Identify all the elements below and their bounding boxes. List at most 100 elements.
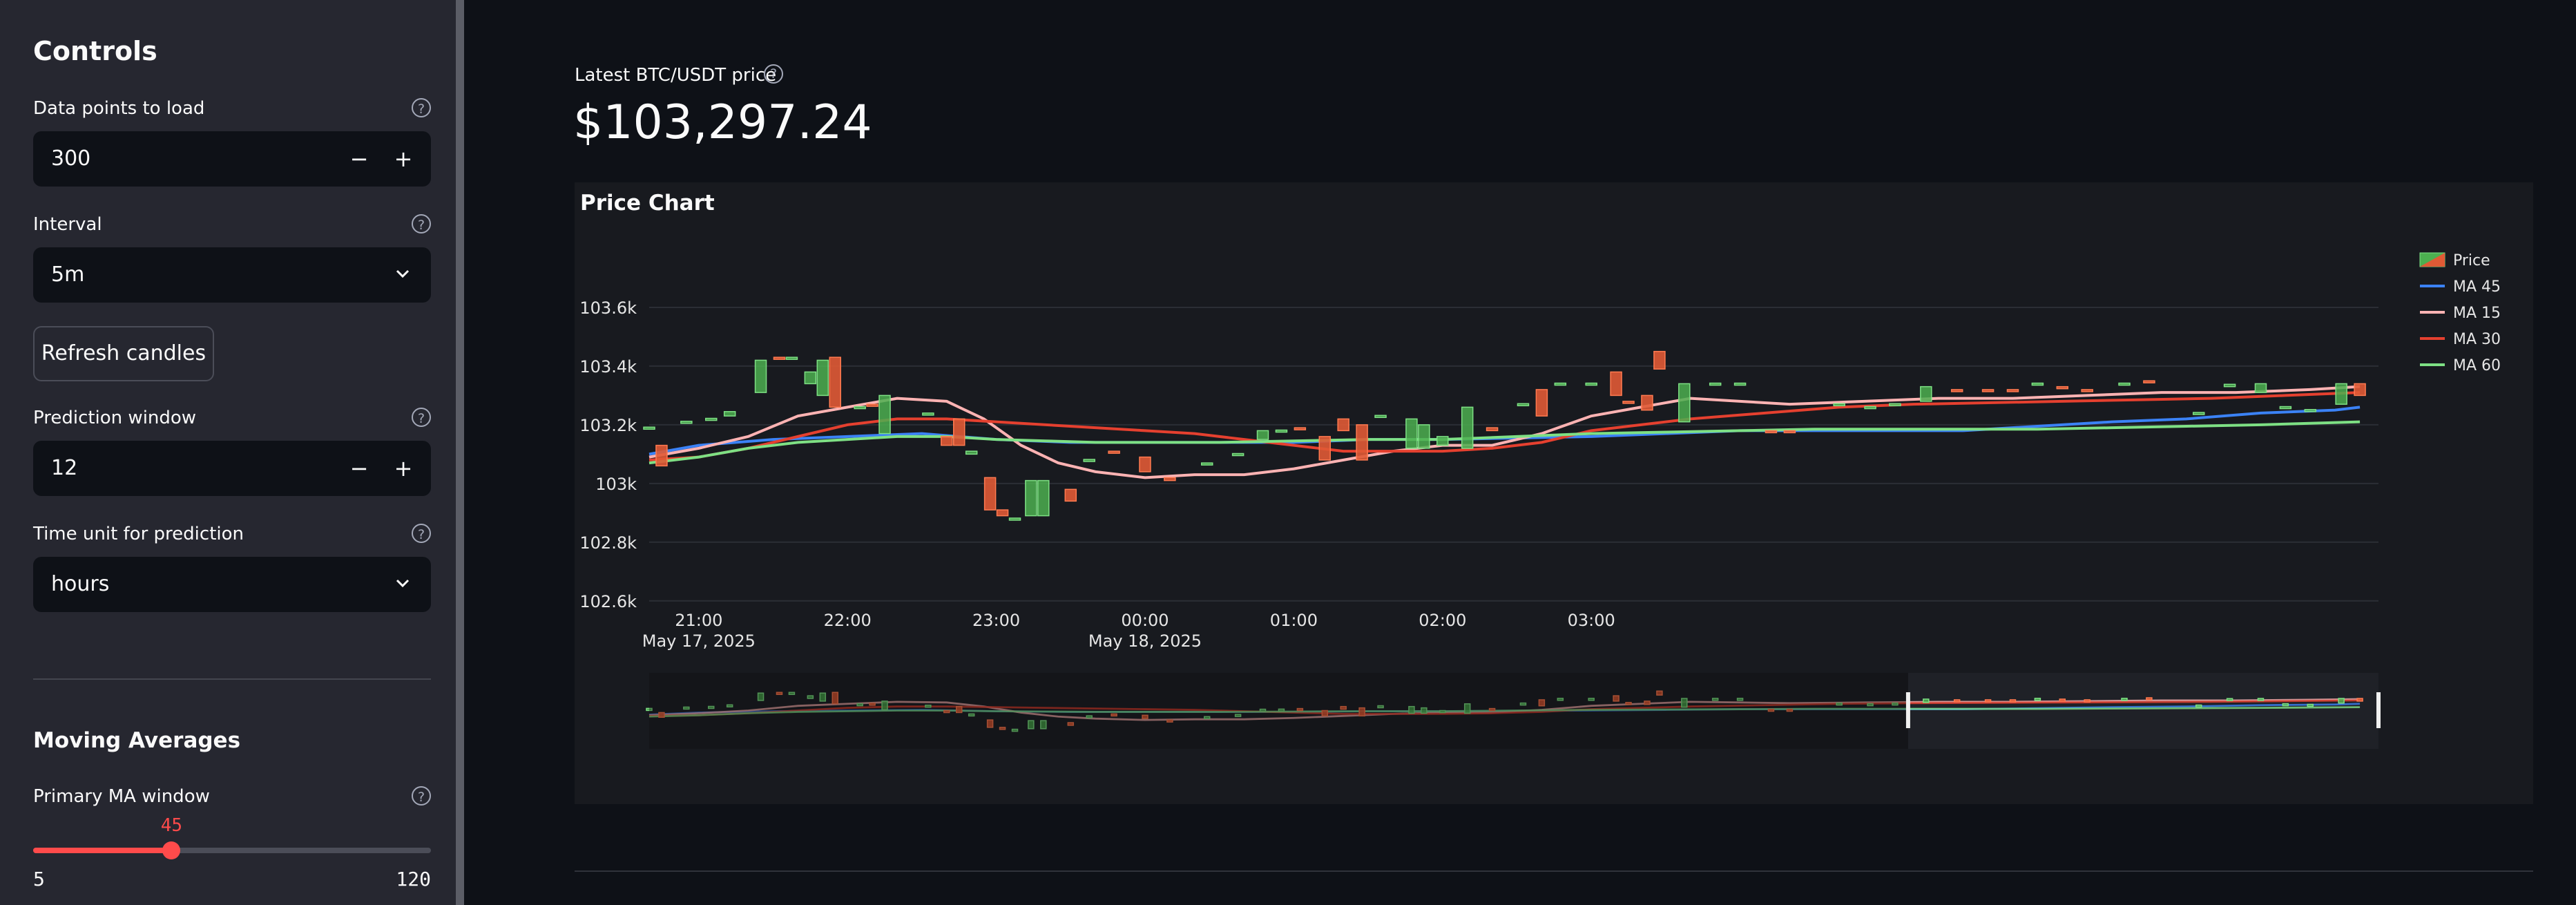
help-icon[interactable]: ? <box>412 98 431 117</box>
price-candle <box>1554 382 1567 386</box>
price-candle <box>1108 450 1120 454</box>
range-slider-candle <box>925 704 932 708</box>
price-candle <box>1064 488 1077 502</box>
price-candle <box>1585 382 1597 386</box>
help-icon[interactable]: ? <box>412 214 431 234</box>
refresh-candles-button[interactable]: Refresh candles <box>33 326 214 381</box>
price-candle <box>1231 452 1244 457</box>
price-candle <box>1025 479 1037 517</box>
prediction-window-decrement-button[interactable]: − <box>349 455 369 482</box>
price-candle <box>2354 383 2366 397</box>
range-slider-candle <box>2195 704 2202 708</box>
interval-label-row: Interval ? <box>33 214 431 239</box>
prediction-window-value[interactable]: 12 <box>51 456 78 480</box>
range-slider-candle <box>2307 703 2314 707</box>
range-slider-candle <box>1836 702 1843 706</box>
price-candle <box>1200 462 1213 466</box>
range-slider-candle <box>646 707 653 712</box>
price-candle <box>1356 424 1368 461</box>
time-unit-label: Time unit for prediction <box>33 524 244 544</box>
main-divider <box>575 870 2533 872</box>
price-candle <box>2143 380 2155 383</box>
range-slider-candle <box>1321 709 1329 717</box>
x-tick-label: 00:00 <box>1121 611 1169 630</box>
x-tick-label: 02:00 <box>1419 611 1466 630</box>
range-slider-candle <box>1203 716 1211 720</box>
range-slider-candle <box>1557 698 1564 701</box>
range-slider-candle <box>2257 698 2265 701</box>
range-slider-candle <box>1625 702 1632 705</box>
price-candle <box>2118 382 2131 386</box>
primary-ma-slider-handle[interactable] <box>162 841 181 859</box>
range-slider-left-handle[interactable] <box>1905 692 1910 728</box>
range-slider-candle <box>726 704 733 707</box>
primary-ma-slider-value: 45 <box>160 815 182 836</box>
interval-select[interactable]: 5m <box>33 247 431 303</box>
range-slider-candle <box>1613 695 1619 702</box>
help-icon[interactable]: ? <box>764 64 783 84</box>
prediction-window-label: Prediction window <box>33 408 197 428</box>
price-candle <box>1318 436 1332 461</box>
interval-value: 5m <box>51 263 85 287</box>
price-candle <box>1610 371 1622 397</box>
legend-label: MA 15 <box>2453 305 2501 322</box>
help-icon[interactable]: ? <box>412 786 431 806</box>
range-slider-candle <box>658 712 665 718</box>
price-candle <box>1920 385 1932 402</box>
range-slider-candle <box>1538 699 1546 707</box>
price-candle <box>1833 403 1845 407</box>
price-candle <box>1256 430 1269 440</box>
prediction-window-input[interactable]: 12 − + <box>33 441 431 496</box>
price-candle <box>1436 436 1449 446</box>
y-tick-label: 102.6k <box>579 592 637 611</box>
range-slider-candle <box>757 692 765 701</box>
price-candle <box>680 421 693 424</box>
moving-averages-heading: Moving Averages <box>33 728 241 753</box>
range-slider-right-handle[interactable] <box>2376 692 2381 728</box>
data-points-value[interactable]: 300 <box>51 146 91 171</box>
legend-label: MA 30 <box>2453 331 2501 348</box>
price-candle <box>2006 389 2019 392</box>
time-unit-label-row: Time unit for prediction ? <box>33 524 431 549</box>
sidebar-resize-handle[interactable] <box>456 0 464 905</box>
price-candle <box>773 356 786 360</box>
price-candle <box>1765 430 1778 434</box>
data-points-decrement-button[interactable]: − <box>349 146 369 172</box>
price-candle <box>1461 406 1474 449</box>
legend-label: MA 60 <box>2453 357 2501 374</box>
primary-ma-slider-track[interactable] <box>33 848 431 853</box>
range-slider-candle <box>1923 698 1930 703</box>
range-slider-candle <box>2146 697 2153 701</box>
data-points-increment-button[interactable]: + <box>394 146 413 172</box>
time-unit-select[interactable]: hours <box>33 557 431 612</box>
metric-value: $103,297.24 <box>573 95 872 150</box>
price-candle <box>1517 403 1530 407</box>
range-slider-candle <box>1736 698 1744 701</box>
range-slider-candle <box>776 692 783 695</box>
primary-ma-slider-fill <box>33 848 172 853</box>
price-candle <box>922 412 934 416</box>
y-tick-label: 103k <box>595 475 637 494</box>
series-ma-60-line <box>648 420 2361 465</box>
price-candle <box>1337 418 1349 432</box>
price-candle <box>1418 424 1430 449</box>
range-slider-candle <box>1867 703 1874 707</box>
sidebar-title: Controls <box>33 36 157 66</box>
range-slider-candle <box>1296 707 1304 712</box>
range-slider-candle <box>1086 715 1093 718</box>
x-tick-date-label: May 18, 2025 <box>1088 631 1202 651</box>
range-slider-candle <box>999 727 1006 730</box>
prediction-window-increment-button[interactable]: + <box>394 455 413 482</box>
price-chart[interactable]: 103.6k103.4k103.2k103k102.8k102.6k21:00M… <box>575 182 2533 804</box>
help-icon[interactable]: ? <box>412 408 431 427</box>
price-candle <box>1083 459 1095 462</box>
data-points-input[interactable]: 300 − + <box>33 131 431 187</box>
x-tick-label: 22:00 <box>824 611 872 630</box>
help-icon[interactable]: ? <box>412 524 431 543</box>
range-slider-candle <box>1892 702 1899 706</box>
range-slider-candle <box>968 713 975 717</box>
legend-label: MA 45 <box>2453 278 2501 296</box>
range-slider-candle <box>1377 705 1384 709</box>
range-slider-candle <box>2059 698 2066 702</box>
price-candle <box>785 356 798 360</box>
